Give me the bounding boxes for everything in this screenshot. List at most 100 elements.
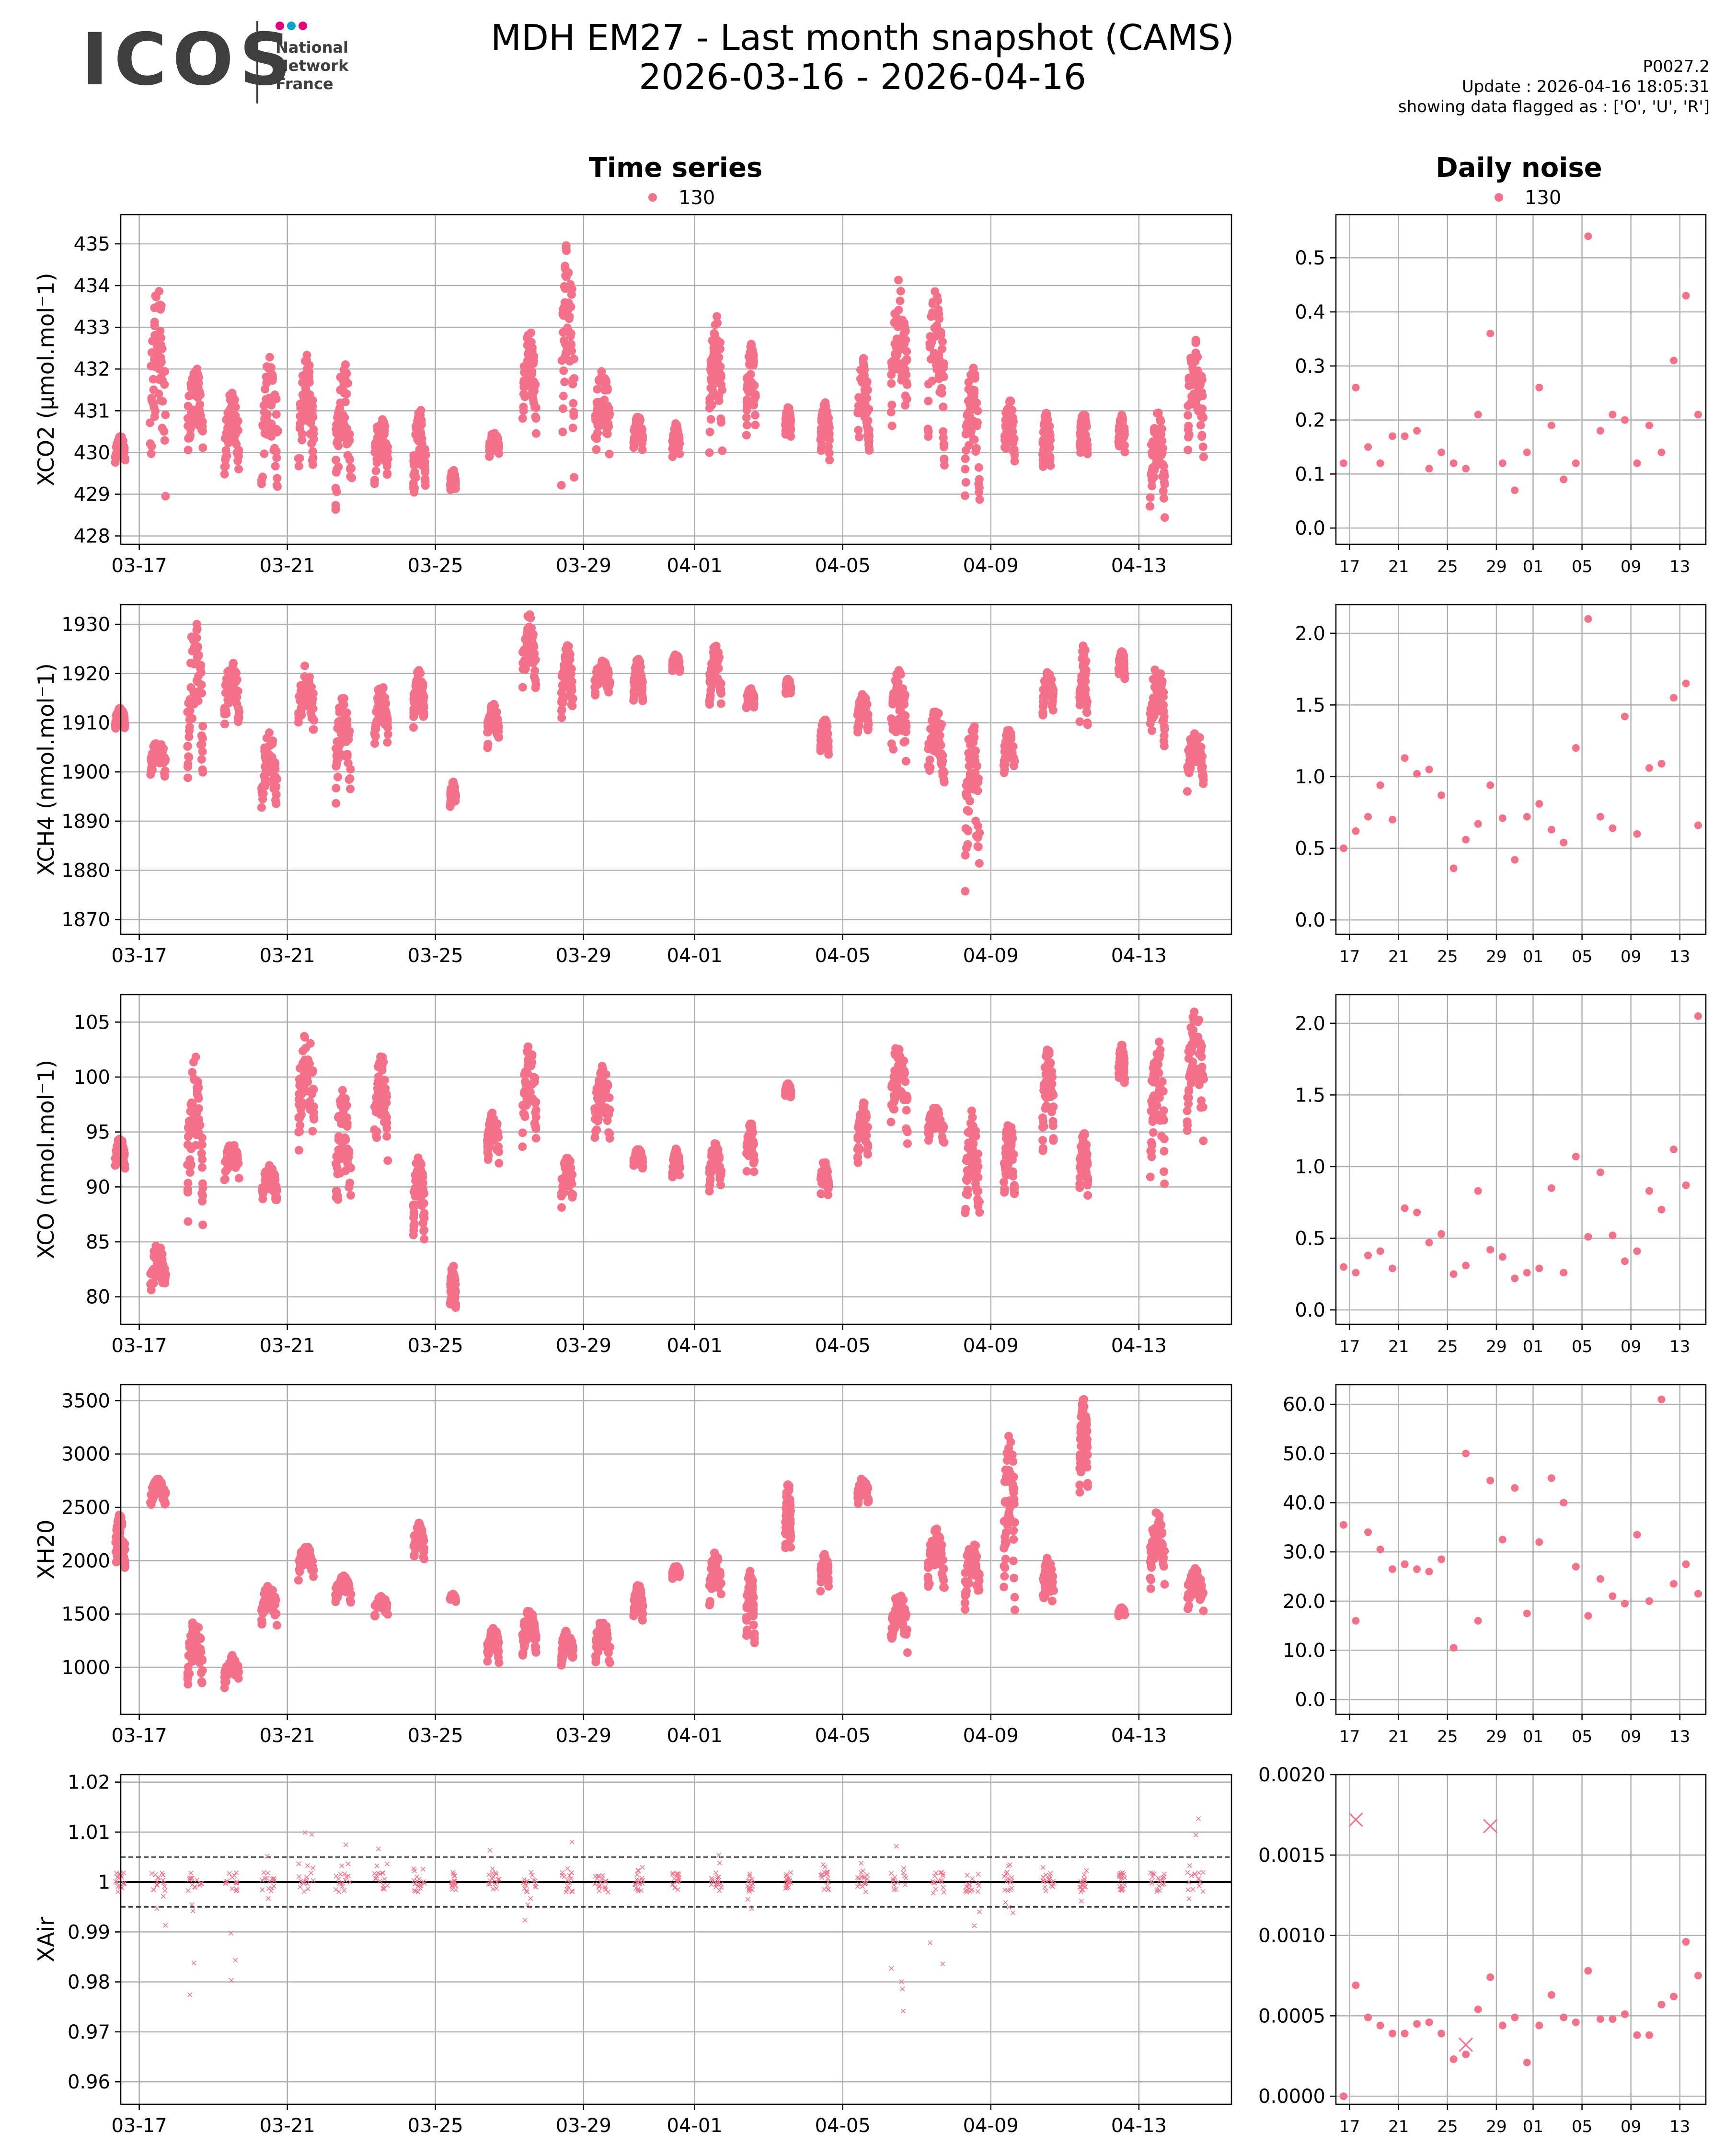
data-point — [264, 393, 274, 402]
noise-point — [1645, 764, 1653, 772]
data-point — [308, 447, 317, 456]
data-point — [567, 340, 576, 349]
data-point — [593, 1112, 602, 1122]
x-tick-label: 01 — [1523, 947, 1543, 966]
noise-point — [1389, 815, 1397, 824]
y-tick-label: 434 — [74, 275, 110, 297]
data-point — [932, 736, 941, 745]
data-point — [308, 456, 317, 465]
data-point — [147, 449, 156, 458]
noise-point — [1364, 443, 1372, 451]
noise-point — [1572, 459, 1580, 467]
data-point — [716, 699, 725, 708]
data-point — [449, 1268, 458, 1277]
data-point — [671, 419, 680, 428]
noise-point — [1609, 411, 1617, 419]
data-point — [557, 481, 566, 490]
data-point — [118, 436, 127, 446]
data-point — [222, 415, 231, 424]
noise-point — [1486, 330, 1495, 338]
data-point — [185, 726, 194, 735]
data-point — [120, 723, 129, 733]
data-point — [820, 417, 829, 426]
data-point — [380, 1076, 389, 1085]
data-point — [890, 698, 899, 707]
y-tick-label: 1880 — [61, 860, 110, 882]
data-point — [570, 473, 579, 482]
data-point — [519, 1109, 528, 1118]
data-point — [1042, 413, 1051, 422]
x-tick-label: 03-21 — [260, 945, 315, 967]
y-tick-label: 0.2 — [1295, 410, 1325, 432]
data-point — [258, 472, 267, 482]
data-point — [591, 688, 600, 697]
data-point — [409, 1230, 418, 1239]
x-tick-label: 03-25 — [408, 555, 463, 577]
data-point — [1199, 452, 1208, 461]
data-point — [196, 1141, 205, 1150]
data-point — [195, 388, 204, 397]
data-point — [749, 1167, 759, 1176]
data-point — [559, 366, 568, 375]
data-point — [931, 715, 940, 724]
noise-point — [1401, 432, 1409, 440]
timeseries-column-title: Time series — [588, 152, 763, 183]
data-point — [962, 843, 971, 852]
data-point — [603, 1116, 612, 1125]
data-point — [1186, 380, 1196, 390]
data-point — [1078, 672, 1087, 681]
data-point — [742, 431, 751, 440]
data-point — [518, 1142, 527, 1151]
data-point — [152, 356, 161, 366]
data-point — [560, 282, 569, 291]
data-point — [300, 371, 309, 380]
y-tick-label: 1930 — [61, 614, 110, 636]
data-point — [518, 683, 527, 692]
data-point — [518, 414, 527, 423]
data-point — [863, 431, 872, 440]
noise-point — [1596, 427, 1604, 435]
data-point — [568, 375, 577, 384]
logo-dot-2 — [287, 22, 296, 30]
x-tick-label: 09 — [1621, 557, 1641, 576]
data-point — [274, 426, 283, 436]
data-point — [332, 429, 341, 438]
data-point — [160, 768, 169, 778]
data-point — [968, 733, 977, 742]
data-point — [557, 356, 566, 365]
data-point — [1075, 688, 1084, 698]
data-point — [1198, 391, 1207, 401]
data-point — [272, 453, 281, 462]
data-point — [415, 668, 425, 677]
noise-point — [1511, 856, 1519, 864]
data-point — [1004, 422, 1013, 431]
data-point — [902, 378, 911, 387]
data-point — [336, 398, 345, 407]
data-point — [528, 343, 537, 352]
data-point — [346, 765, 355, 774]
data-point — [1010, 457, 1019, 466]
data-point — [262, 743, 271, 752]
data-point — [184, 1217, 193, 1226]
y-tick-label: 90 — [86, 1176, 110, 1198]
noise-point — [1339, 459, 1347, 467]
data-point — [749, 1157, 759, 1166]
data-point — [1160, 725, 1169, 734]
data-point — [1001, 439, 1011, 448]
data-point — [160, 427, 169, 436]
data-point — [530, 1077, 539, 1086]
x-tick-label: 13 — [1669, 557, 1690, 576]
data-point — [158, 397, 167, 406]
data-point — [271, 1194, 280, 1203]
data-point — [409, 451, 418, 460]
data-point — [711, 321, 720, 330]
data-point — [1197, 432, 1206, 441]
data-point — [705, 427, 714, 436]
data-point — [706, 415, 715, 424]
data-point — [271, 461, 280, 470]
data-point — [340, 694, 349, 703]
data-point — [716, 1181, 725, 1190]
data-point — [332, 420, 341, 429]
data-point — [196, 661, 206, 670]
y-tick-label: 433 — [74, 317, 110, 339]
